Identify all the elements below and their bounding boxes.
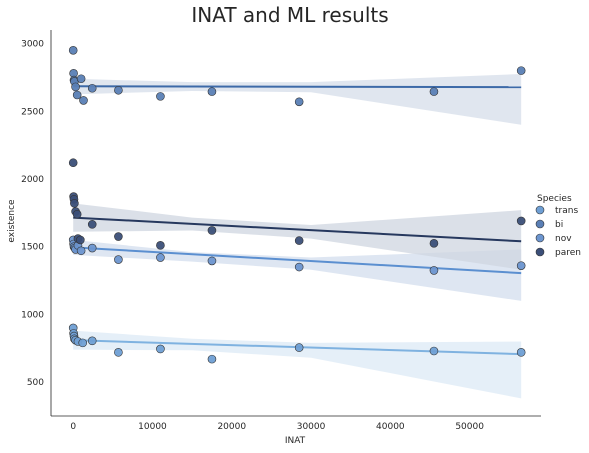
y-tick-label: 500 xyxy=(27,378,44,388)
data-point-bi xyxy=(207,87,217,96)
x-tick-label: 20000 xyxy=(217,422,246,432)
data-point-paren xyxy=(207,226,217,235)
data-point-bi xyxy=(68,46,78,55)
y-tick-label: 2000 xyxy=(21,175,44,185)
data-point-bi xyxy=(79,96,88,105)
axes: 0 10000 20000 30000 40000 50000 500 1000 1500 200… xyxy=(21,30,541,432)
data-point-bi xyxy=(156,92,165,101)
x-tick-label: 50000 xyxy=(455,422,484,432)
ci-band-nov xyxy=(73,239,522,301)
data-point-trans xyxy=(207,354,217,364)
legend-label-paren: paren xyxy=(555,248,581,258)
data-point-paren xyxy=(87,220,97,229)
legend: Species trans bi nov paren xyxy=(535,194,581,258)
ci-band-paren xyxy=(73,203,522,270)
y-tick-label: 1500 xyxy=(21,243,44,253)
data-point-paren xyxy=(294,236,304,245)
data-point-paren xyxy=(114,232,123,241)
fit-line-bi xyxy=(73,85,522,89)
data-point-paren xyxy=(72,209,82,219)
legend-marker-paren xyxy=(535,247,545,257)
legend-label-bi: bi xyxy=(555,220,563,230)
x-tick-label: 0 xyxy=(70,422,76,432)
y-tick-label: 1000 xyxy=(21,310,44,320)
legend-label-trans: trans xyxy=(555,206,578,216)
data-point-nov xyxy=(156,253,165,262)
data-point-bi xyxy=(114,85,123,95)
data-point-trans xyxy=(87,336,97,346)
data-point-trans xyxy=(294,343,304,352)
y-tick-label: 3000 xyxy=(21,40,44,50)
data-point-nov xyxy=(76,246,86,256)
data-point-nov xyxy=(207,256,217,266)
data-point-paren xyxy=(70,199,79,208)
data-point-paren xyxy=(429,239,439,248)
data-point-bi xyxy=(516,66,526,75)
data-point-bi xyxy=(87,83,97,93)
data-point-trans xyxy=(114,348,123,357)
x-tick-label: 40000 xyxy=(376,422,405,432)
legend-label-nov: nov xyxy=(555,234,572,244)
legend-title: Species xyxy=(537,194,572,204)
legend-marker-bi xyxy=(535,219,545,229)
data-point-bi xyxy=(429,87,439,96)
data-point-paren xyxy=(76,235,85,245)
y-axis-label: existence xyxy=(7,199,17,243)
legend-marker-trans xyxy=(535,205,545,215)
fit-line-nov xyxy=(73,246,522,275)
data-point-nov xyxy=(294,262,304,272)
fit-line-paren xyxy=(73,216,522,243)
data-point-nov xyxy=(429,266,439,275)
data-point-nov xyxy=(114,255,123,264)
data-point-nov xyxy=(87,243,97,253)
x-tick-label: 10000 xyxy=(138,422,167,432)
ci-band-trans xyxy=(73,330,522,399)
data-point-paren xyxy=(68,158,78,168)
chart-title: INAT and ML results xyxy=(191,3,388,27)
data-point-nov xyxy=(516,261,526,270)
data-point-trans xyxy=(429,346,439,356)
data-point-bi xyxy=(76,74,86,84)
plot-area xyxy=(68,46,526,399)
data-point-paren xyxy=(156,241,165,250)
data-point-bi xyxy=(72,90,82,100)
x-axis-label: INAT xyxy=(285,436,306,446)
data-point-bi xyxy=(71,82,80,92)
x-tick-label: 30000 xyxy=(297,422,326,432)
data-point-trans xyxy=(78,338,88,348)
data-point-paren xyxy=(516,216,526,226)
y-tick-label: 2500 xyxy=(21,107,44,117)
legend-marker-nov xyxy=(535,233,545,243)
data-point-trans xyxy=(156,344,165,354)
data-point-trans xyxy=(516,348,526,357)
data-point-bi xyxy=(294,97,304,107)
